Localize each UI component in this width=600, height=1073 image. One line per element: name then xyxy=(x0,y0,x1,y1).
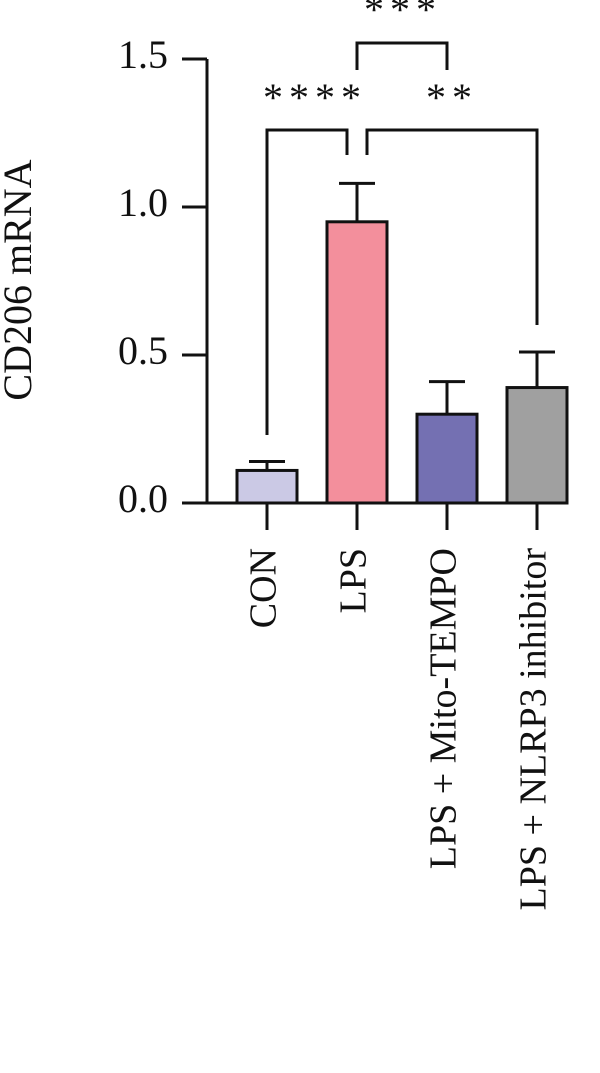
y-tick-label: 0.0 xyxy=(118,476,168,521)
x-tick-label: LPS + Mito-TEMPO xyxy=(423,548,465,869)
significance-label: *** xyxy=(364,0,442,32)
y-tick-label: 1.5 xyxy=(118,32,168,77)
x-tick-label: LPS + NLRP3 inhibitor xyxy=(513,548,555,911)
y-tick-label: 0.5 xyxy=(118,328,168,373)
bar xyxy=(325,220,389,505)
error-bar xyxy=(249,460,285,471)
x-tick-label: CON xyxy=(243,548,285,628)
y-tick-label: 1.0 xyxy=(118,180,168,225)
bar xyxy=(235,468,299,505)
significance-bracket xyxy=(265,128,349,435)
significance-label: ** xyxy=(426,75,478,120)
y-axis-label: CD206 mRNA xyxy=(0,159,40,400)
error-bar xyxy=(339,181,375,222)
error-bar xyxy=(429,380,465,415)
x-tick-label: LPS xyxy=(333,548,375,613)
significance-bracket xyxy=(365,128,539,325)
bar xyxy=(505,386,569,505)
error-bar xyxy=(519,350,555,388)
bar xyxy=(415,412,479,505)
significance-label: **** xyxy=(263,75,367,120)
significance-bracket xyxy=(355,41,449,70)
